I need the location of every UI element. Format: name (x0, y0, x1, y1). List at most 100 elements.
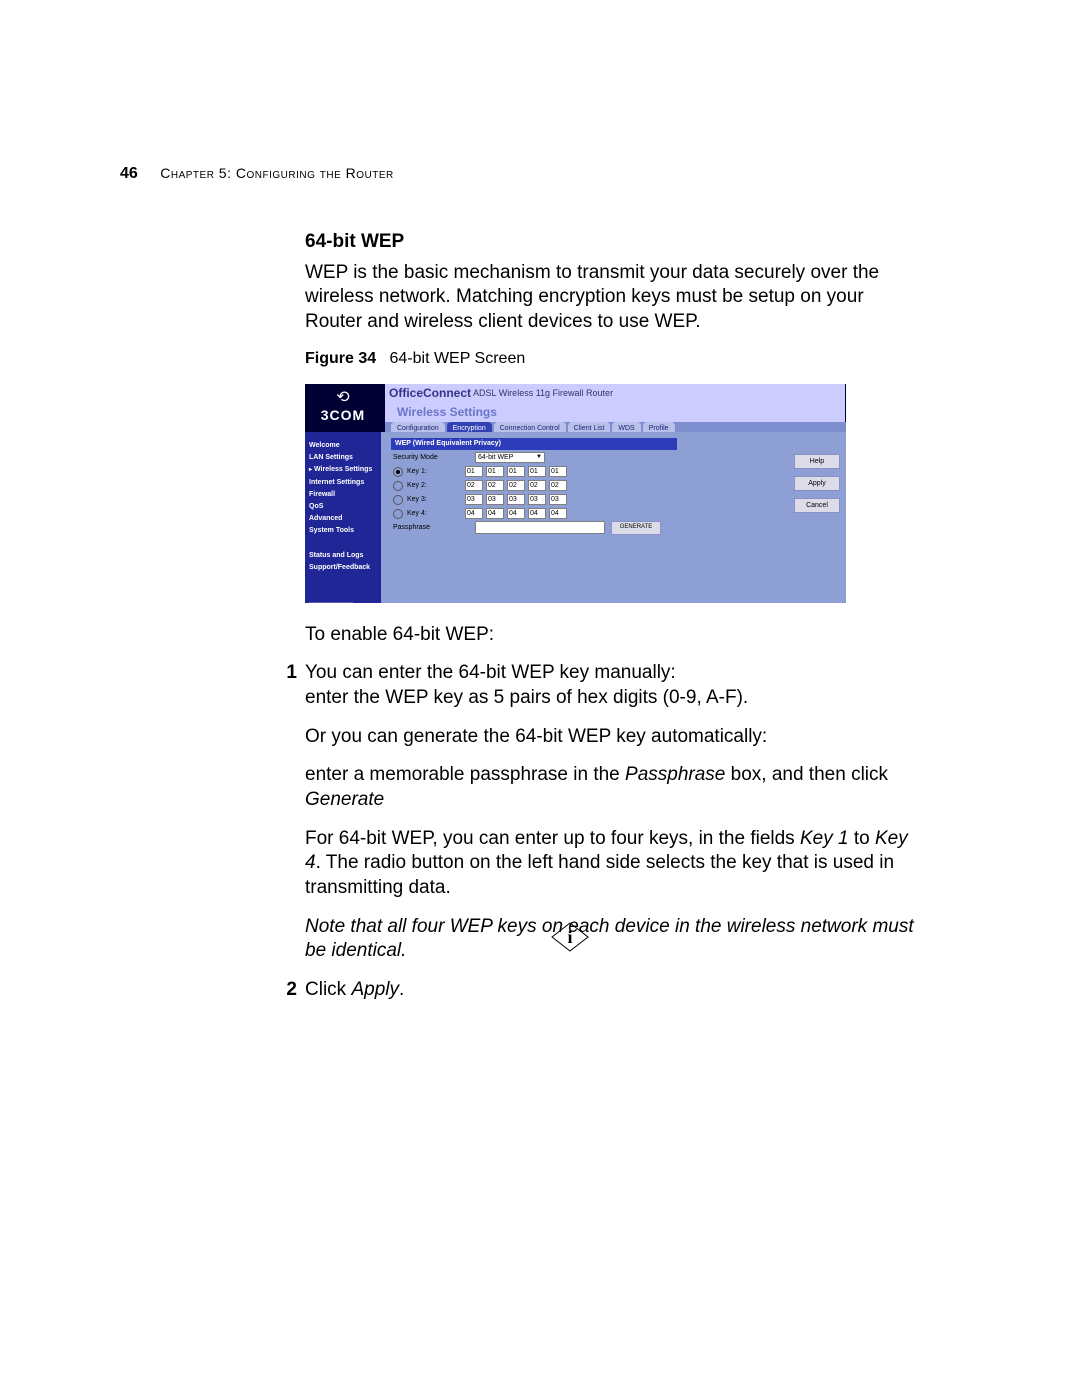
key3-hex3[interactable]: 03 (507, 494, 525, 505)
step1-line3-mid: to (849, 828, 875, 849)
key1-radio[interactable] (393, 467, 403, 477)
nav-advanced[interactable]: Advanced (309, 514, 377, 523)
key1-hex4[interactable]: 01 (528, 466, 546, 477)
screenshot-main: WEP (Wired Equivalent Privacy) Security … (381, 432, 846, 603)
step-2-number: 2 (275, 978, 297, 1003)
step-1-text: You can enter the 64-bit WEP key manuall… (305, 661, 676, 686)
nav-system-tools[interactable]: System Tools (309, 526, 377, 535)
key4-hex4[interactable]: 04 (528, 508, 546, 519)
step1-sub2a-em: Passphrase (625, 764, 725, 785)
settings-title: Wireless Settings (385, 404, 845, 422)
key4-hex1[interactable]: 04 (465, 508, 483, 519)
key3-hex2[interactable]: 03 (486, 494, 504, 505)
apply-button[interactable]: Apply (794, 476, 840, 491)
main-content: 64-bit WEP WEP is the basic mechanism to… (305, 230, 925, 1003)
nav-support-feedback[interactable]: Support/Feedback (309, 563, 377, 572)
step-1-sub2: enter a memorable passphrase in the Pass… (305, 763, 925, 812)
key2-row: Key 2: 02 02 02 02 02 (393, 480, 570, 492)
to-enable-line: To enable 64-bit WEP: (305, 623, 925, 648)
page-number: 46 (120, 165, 138, 182)
key1-row: Key 1: 01 01 01 01 01 (393, 466, 570, 478)
security-mode-value: 64-bit WEP (478, 453, 513, 462)
key3-label: Key 3: (407, 495, 465, 504)
step-1-line3: For 64-bit WEP, you can enter up to four… (305, 827, 925, 901)
svg-text:i: i (567, 927, 572, 947)
logo-glyph-icon: ⟲ (336, 390, 349, 406)
nav-qos[interactable]: QoS (309, 502, 377, 511)
security-mode-label: Security Mode (393, 453, 463, 462)
step-2-text: Click Apply. (305, 978, 404, 1003)
step1-sub2a: enter a memorable passphrase in the (305, 764, 625, 785)
generate-button[interactable]: GENERATE (611, 521, 661, 535)
step1-sub2a-em2: Generate (305, 789, 384, 810)
step1-line3a: For 64-bit WEP, you can enter up to four… (305, 828, 800, 849)
running-head: 46 Chapter 5: Configuring the Router (120, 165, 394, 183)
product-name: OfficeConnect (389, 386, 471, 402)
security-mode-row: Security Mode 64-bit WEP ▼ (393, 452, 545, 464)
key2-radio[interactable] (393, 481, 403, 491)
nav-welcome[interactable]: Welcome (309, 441, 377, 450)
key4-radio[interactable] (393, 509, 403, 519)
info-icon: i (550, 917, 590, 957)
cancel-button[interactable]: Cancel (794, 498, 840, 513)
wep-section-header: WEP (Wired Equivalent Privacy) (391, 438, 677, 450)
nav-firewall[interactable]: Firewall (309, 490, 377, 499)
brand-logo: ⟲ 3COM (305, 384, 381, 432)
nav-wireless-settings[interactable]: Wireless Settings (309, 465, 377, 475)
logo-text: 3COM (321, 406, 365, 424)
step-2: 2 Click Apply. (305, 978, 925, 1003)
key1-hex3[interactable]: 01 (507, 466, 525, 477)
step-1-sub1: enter the WEP key as 5 pairs of hex digi… (305, 686, 925, 711)
figure-caption: Figure 34 64-bit WEP Screen (305, 349, 925, 370)
key4-hex2[interactable]: 04 (486, 508, 504, 519)
product-subtitle: ADSL Wireless 11g Firewall Router (473, 388, 613, 400)
key4-hex5[interactable]: 04 (549, 508, 567, 519)
step-1: 1 You can enter the 64-bit WEP key manua… (305, 661, 925, 686)
step2-tail: . (399, 979, 404, 1000)
note-text: Note that all four WEP keys on each devi… (305, 915, 925, 964)
security-mode-select[interactable]: 64-bit WEP ▼ (475, 452, 545, 463)
left-nav: Welcome LAN Settings Wireless Settings I… (305, 432, 381, 603)
key1-hex2[interactable]: 01 (486, 466, 504, 477)
key4-hex3[interactable]: 04 (507, 508, 525, 519)
step-1-number: 1 (275, 661, 297, 686)
chapter-title: Chapter 5: Configuring the Router (160, 165, 394, 181)
passphrase-row: Passphrase GENERATE (393, 522, 661, 534)
key3-radio[interactable] (393, 495, 403, 505)
key1-label: Key 1: (407, 467, 465, 476)
help-button[interactable]: Help (794, 454, 840, 469)
figure-caption-text: 64-bit WEP Screen (389, 350, 525, 367)
key4-row: Key 4: 04 04 04 04 04 (393, 508, 570, 520)
info-icon-wrap: i (550, 917, 590, 957)
key3-row: Key 3: 03 03 03 03 03 (393, 494, 570, 506)
passphrase-label: Passphrase (393, 523, 463, 532)
key1-hex1[interactable]: 01 (465, 466, 483, 477)
key2-hex1[interactable]: 02 (465, 480, 483, 491)
key3-hex4[interactable]: 03 (528, 494, 546, 505)
key4-label: Key 4: (407, 509, 465, 518)
step2-a: Click (305, 979, 351, 1000)
key3-hex5[interactable]: 03 (549, 494, 567, 505)
step-1-line2: Or you can generate the 64-bit WEP key a… (305, 725, 925, 750)
key2-hex4[interactable]: 02 (528, 480, 546, 491)
screenshot-header: ⟲ 3COM OfficeConnect ADSL Wireless 11g F… (305, 384, 846, 432)
chevron-down-icon: ▼ (536, 454, 542, 462)
router-screenshot: ⟲ 3COM OfficeConnect ADSL Wireless 11g F… (305, 384, 846, 603)
nav-internet-settings[interactable]: Internet Settings (309, 478, 377, 487)
document-page: 46 Chapter 5: Configuring the Router 64-… (0, 0, 1080, 1397)
intro-paragraph: WEP is the basic mechanism to transmit y… (305, 261, 925, 335)
key2-hex2[interactable]: 02 (486, 480, 504, 491)
passphrase-input[interactable] (475, 521, 605, 534)
key2-label: Key 2: (407, 481, 465, 490)
figure-label: Figure 34 (305, 350, 376, 367)
step2-em: Apply (351, 979, 399, 1000)
key2-hex5[interactable]: 02 (549, 480, 567, 491)
step1-line3b: . The radio button on the left hand side… (305, 852, 894, 898)
key1-hex5[interactable]: 01 (549, 466, 567, 477)
step1-sub2a-tail: box, and then click (725, 764, 888, 785)
nav-status-logs[interactable]: Status and Logs (309, 551, 377, 560)
nav-lan-settings[interactable]: LAN Settings (309, 453, 377, 462)
key2-hex3[interactable]: 02 (507, 480, 525, 491)
brand-strip: OfficeConnect ADSL Wireless 11g Firewall… (385, 384, 845, 404)
key3-hex1[interactable]: 03 (465, 494, 483, 505)
